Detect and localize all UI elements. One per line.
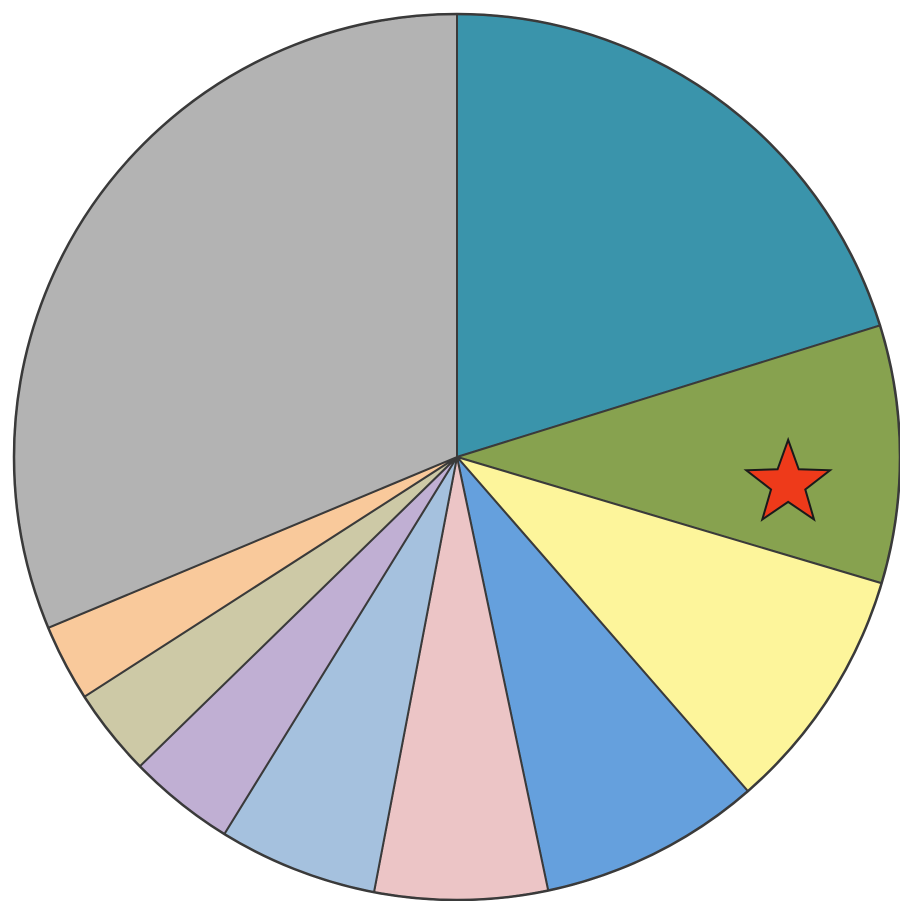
star-icon bbox=[743, 436, 833, 522]
pie-slices bbox=[13, 13, 900, 901]
pie-outline bbox=[12, 12, 900, 901]
pie-markers bbox=[743, 436, 833, 522]
